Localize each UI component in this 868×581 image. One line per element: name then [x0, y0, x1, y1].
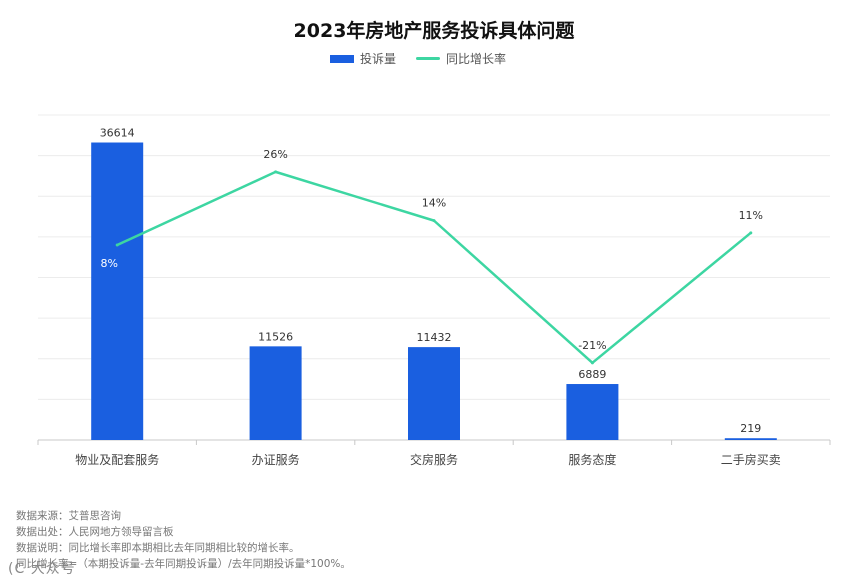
legend-bar-swatch	[330, 54, 354, 63]
note-source: 数据来源：艾普思咨询	[16, 510, 121, 522]
watermark-text: (C 大众号	[8, 561, 76, 577]
note-origin: 数据出处：人民网地方领导留言板	[16, 526, 174, 538]
x-tick-label: 交房服务	[410, 452, 458, 467]
bar	[566, 384, 619, 440]
bar-value-label: 36614	[100, 127, 135, 140]
growth-rate-point	[590, 361, 594, 365]
growth-rate-label: 26%	[263, 148, 287, 161]
legend-bar-label: 投诉量	[360, 52, 397, 66]
note-explanation: 数据说明：同比增长率即本期相比去年同期相比较的增长率。	[16, 542, 300, 554]
growth-rate-label: 14%	[422, 197, 446, 210]
bar	[724, 438, 777, 440]
x-tick-label: 服务态度	[568, 452, 616, 467]
growth-rate-label: 11%	[739, 209, 763, 222]
bar-value-label: 219	[740, 422, 761, 435]
x-tick-label: 物业及配套服务	[75, 452, 159, 467]
chart-plot: 36614 11526 11432 6889 219 物业及配套服务 办证服务 交房服务 服务态…	[37, 114, 831, 467]
bar-value-label: 11432	[417, 331, 452, 344]
growth-rate-point	[115, 243, 119, 247]
growth-rate-point	[432, 219, 436, 223]
growth-rate-label: -21%	[578, 339, 606, 352]
source-notes: 数据来源：艾普思咨询 数据出处：人民网地方领导留言板 数据说明：同比增长率即本期…	[16, 508, 351, 572]
bar-value-label: 6889	[578, 368, 606, 381]
bar	[249, 346, 302, 440]
growth-rate-point	[274, 170, 278, 174]
legend-line-label: 同比增长率	[446, 52, 507, 66]
bar	[408, 347, 460, 440]
growth-rate-point	[749, 231, 753, 235]
legend-line-swatch	[416, 57, 441, 60]
chart-legend: 投诉量 同比增长率	[330, 50, 506, 67]
bar-value-label: 11526	[258, 330, 293, 343]
x-tick-label: 二手房买卖	[721, 452, 781, 467]
growth-rate-label: 8%	[100, 257, 117, 270]
note-formula: 同比增长率=（本期投诉量-去年同期投诉量）/去年同期投诉量*100%。	[16, 558, 351, 570]
chart-title: 2023年房地产服务投诉具体问题	[293, 20, 575, 42]
bar	[91, 142, 144, 441]
x-tick-label: 办证服务	[252, 452, 300, 467]
